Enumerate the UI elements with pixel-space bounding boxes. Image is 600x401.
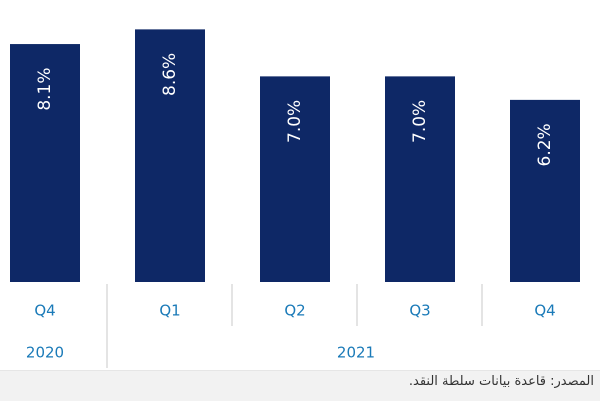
footer-band <box>0 370 600 401</box>
bar-value-label: 7.0% <box>285 100 305 143</box>
quarter-label: Q4 <box>34 302 55 320</box>
quarter-label: Q2 <box>284 302 305 320</box>
bar-value-label: 6.2% <box>535 123 555 166</box>
bar-value-label: 8.1% <box>35 67 55 110</box>
bar <box>510 99 580 282</box>
bar <box>385 76 455 282</box>
year-label: 2020 <box>26 344 64 362</box>
bar <box>260 76 330 282</box>
quarter-label: Q3 <box>409 302 430 320</box>
bar <box>10 44 80 282</box>
year-label: 2021 <box>337 344 375 362</box>
quarter-label: Q1 <box>159 302 180 320</box>
source-note: المصدر: قاعدة بيانات سلطة النقد. <box>408 374 594 389</box>
bar-value-label: 8.6% <box>160 53 180 96</box>
bar-value-label: 7.0% <box>410 100 430 143</box>
quarter-label: Q4 <box>534 302 555 320</box>
bar <box>135 29 205 282</box>
